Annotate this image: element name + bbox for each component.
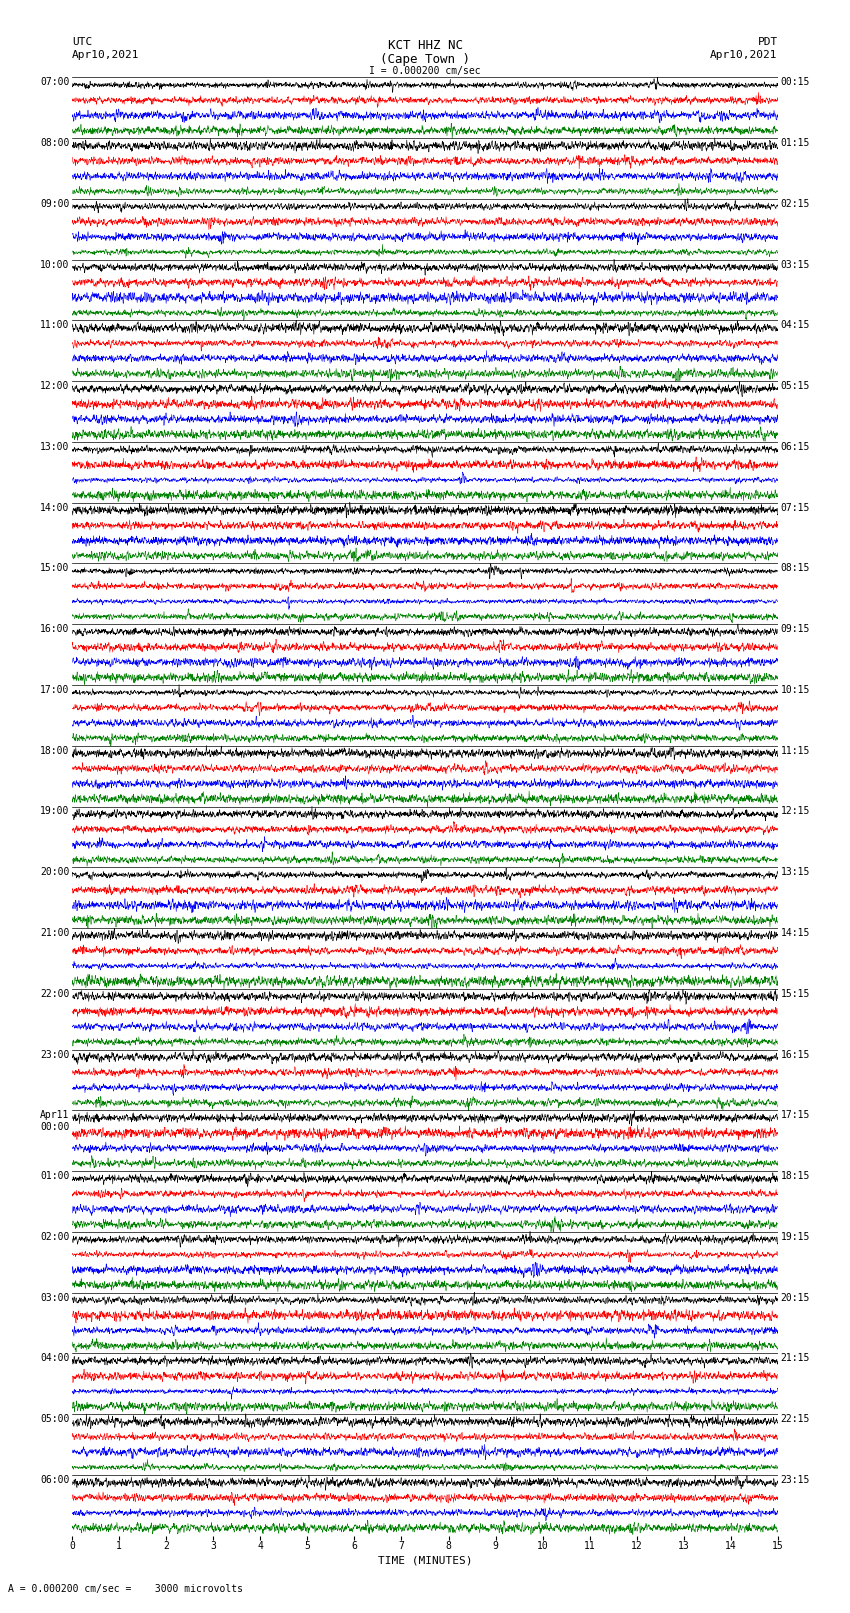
X-axis label: TIME (MINUTES): TIME (MINUTES) (377, 1555, 473, 1565)
Text: (Cape Town ): (Cape Town ) (380, 53, 470, 66)
Text: UTC: UTC (72, 37, 93, 47)
Text: KCT HHZ NC: KCT HHZ NC (388, 39, 462, 52)
Text: Apr10,2021: Apr10,2021 (72, 50, 139, 60)
Text: A = 0.000200 cm/sec =    3000 microvolts: A = 0.000200 cm/sec = 3000 microvolts (8, 1584, 243, 1594)
Text: Apr10,2021: Apr10,2021 (711, 50, 778, 60)
Text: I = 0.000200 cm/sec: I = 0.000200 cm/sec (369, 66, 481, 76)
Text: PDT: PDT (757, 37, 778, 47)
